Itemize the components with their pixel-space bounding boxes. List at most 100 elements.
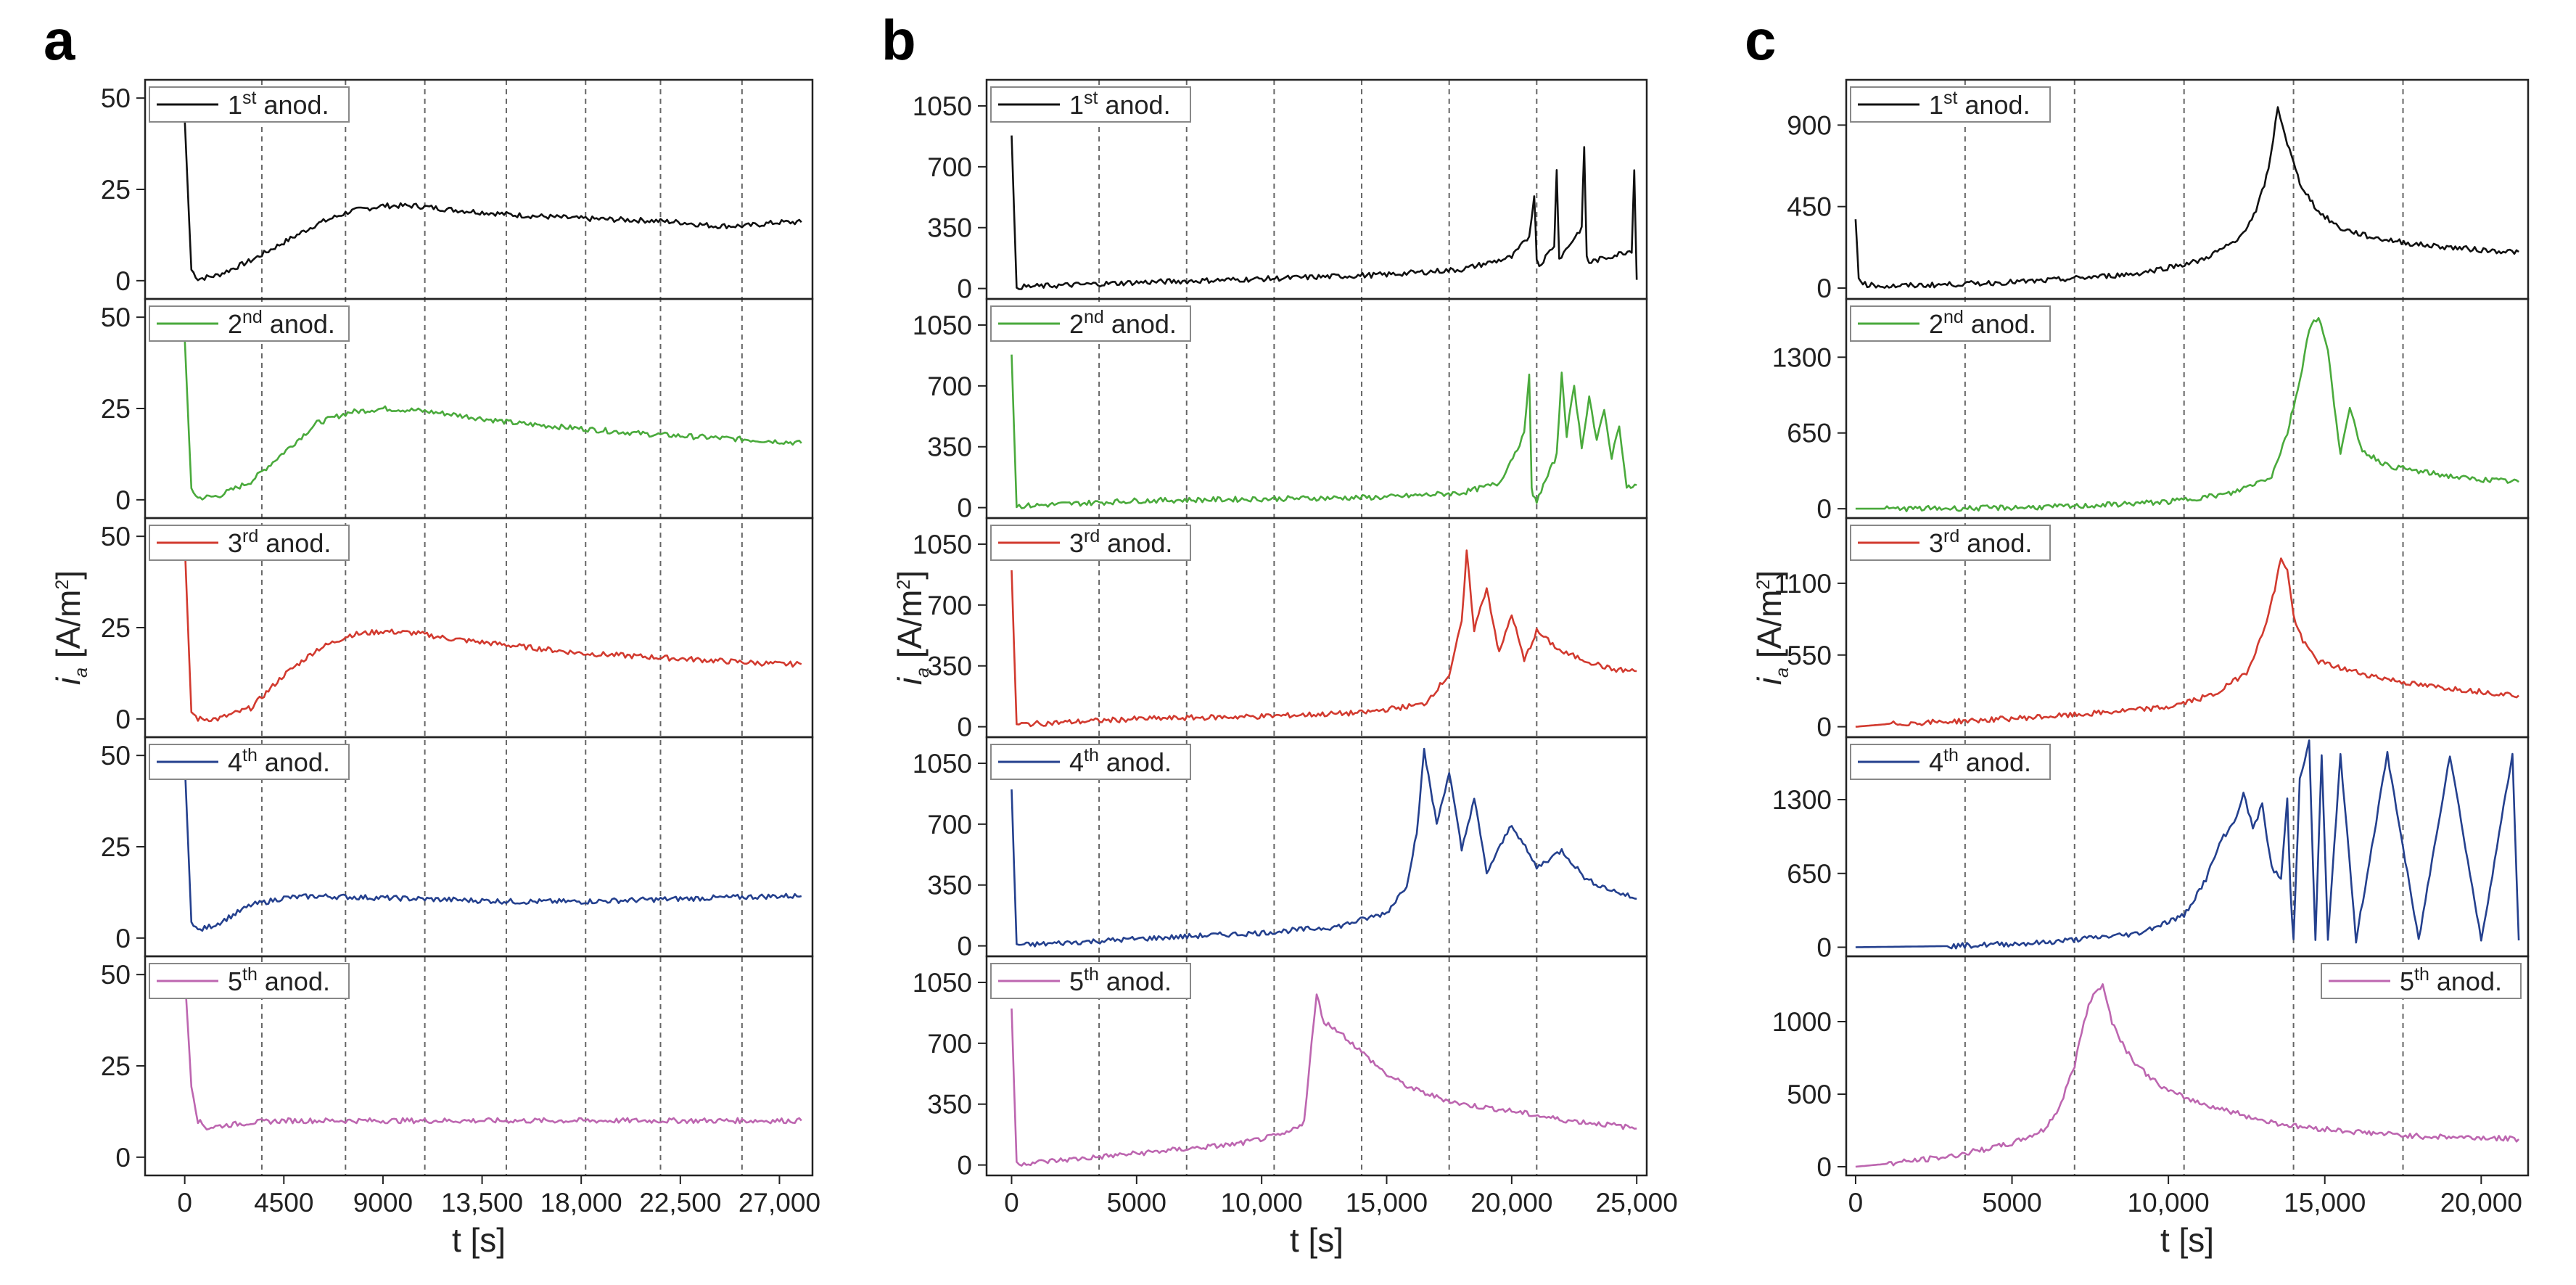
legend-ordinal-suffix: rd (1084, 526, 1100, 546)
x-tick-label: 10,000 (2128, 1188, 2210, 1218)
y-tick-label: 1050 (913, 968, 972, 998)
series-line (184, 120, 802, 282)
x-tick-label: 18,000 (540, 1188, 622, 1218)
y-tick-label: 1300 (1772, 342, 1832, 372)
legend-label-text: anod. (256, 90, 329, 120)
panel-letter-a: a (44, 8, 75, 72)
y-axis-title: ia [A/m2] (1750, 570, 1793, 685)
subplot-c-4: 0 650 1300 4th anod. (1772, 736, 2530, 962)
subplot-a-1: 0 25 50 1st anod. (101, 78, 814, 300)
legend: 3rd anod. (1850, 525, 2051, 561)
legend-label: 2nd anod. (1069, 307, 1177, 339)
x-tick-label: 22,500 (639, 1188, 721, 1218)
y-tick-label: 700 (927, 810, 972, 839)
y-tick-label: 0 (115, 705, 131, 734)
y-tick-label: 0 (957, 493, 972, 523)
y-tick-label: 350 (927, 213, 972, 243)
y-tick-label: 25 (101, 832, 131, 862)
legend-ordinal: 1 (228, 90, 242, 120)
legend-ordinal: 1 (1929, 90, 1943, 120)
y-axis-unit-exponent: 2 (1753, 580, 1774, 590)
legend-label: 1st anod. (228, 88, 329, 120)
y-axis-unit-exponent: 2 (894, 580, 914, 590)
y-tick-label: 700 (927, 371, 972, 401)
legend-label-text: anod. (1099, 747, 1172, 777)
legend-label: 2nd anod. (1929, 307, 2036, 339)
series-line (1011, 747, 1637, 948)
series-line (1011, 135, 1638, 290)
y-tick-label: 700 (927, 1029, 972, 1059)
legend-ordinal-suffix: nd (242, 307, 263, 327)
x-tick-label: 5000 (1107, 1188, 1166, 1218)
legend: 2nd anod. (1850, 305, 2051, 342)
subplot-a-4: 0 25 50 4th anod. (101, 736, 814, 958)
legend-ordinal: 3 (1069, 528, 1084, 558)
legend-label-text: anod. (258, 528, 331, 558)
legend-ordinal: 5 (2400, 966, 2414, 996)
y-tick-label: 500 (1787, 1080, 1832, 1109)
y-axis-unit: [A/m (1750, 590, 1788, 668)
y-tick-label: 0 (957, 713, 972, 742)
legend: 5th anod. (990, 963, 1191, 999)
x-tick-label: 15,000 (1346, 1188, 1428, 1218)
legend-ordinal: 3 (1929, 528, 1943, 558)
y-axis-unit-close: ] (1750, 570, 1788, 580)
legend-ordinal: 5 (1069, 966, 1084, 996)
legend-label: 3rd anod. (1069, 526, 1172, 558)
legend-label: 3rd anod. (228, 526, 331, 558)
y-tick-label: 0 (115, 1143, 131, 1173)
y-tick-label: 25 (101, 175, 131, 205)
y-tick-label: 1050 (913, 91, 972, 121)
x-axis-title: t [s] (2160, 1221, 2214, 1259)
subplot-c-5: 0 500 1000 5th anod. (1772, 955, 2530, 1182)
legend: 2nd anod. (990, 305, 1191, 342)
legend-ordinal-suffix: rd (242, 526, 258, 546)
y-tick-label: 0 (1816, 494, 1832, 524)
y-tick-label: 50 (101, 83, 131, 113)
y-axis-subscript: a (71, 668, 91, 678)
y-tick-label: 0 (115, 266, 131, 296)
legend-ordinal: 3 (228, 528, 242, 558)
legend-label: 2nd anod. (228, 307, 335, 339)
legend: 4th anod. (990, 744, 1191, 780)
x-tick-label: 4500 (254, 1188, 313, 1218)
y-tick-label: 0 (1816, 274, 1832, 303)
x-tick-label: 0 (177, 1188, 192, 1218)
legend-label-text: anod. (1104, 309, 1177, 339)
series-line (1011, 993, 1637, 1167)
legend-ordinal-suffix: st (242, 88, 257, 108)
x-tick-label: 20,000 (1470, 1188, 1552, 1218)
y-axis-unit-close: ] (49, 570, 87, 580)
y-tick-label: 700 (927, 591, 972, 620)
legend: 5th anod. (149, 963, 350, 999)
legend-label: 4th anod. (228, 745, 330, 777)
legend-label-text: anod. (258, 747, 330, 777)
y-tick-label: 650 (1787, 419, 1832, 448)
y-tick-label: 0 (1816, 1152, 1832, 1182)
series-line (1855, 317, 2519, 512)
y-tick-label: 0 (115, 485, 131, 515)
y-tick-label: 50 (101, 960, 131, 990)
legend-label: 1st anod. (1929, 88, 2030, 120)
y-axis-symbol: i (49, 676, 87, 685)
legend-label: 4th anod. (1069, 745, 1172, 777)
legend-ordinal-suffix: th (242, 745, 258, 765)
y-tick-label: 1100 (1774, 569, 1832, 599)
series-line (1855, 739, 2520, 950)
y-tick-label: 550 (1787, 641, 1832, 670)
legend-ordinal-suffix: rd (1943, 526, 1959, 546)
legend-label-text: anod. (1957, 90, 2030, 120)
x-tick-label: 13,500 (441, 1188, 523, 1218)
x-tick-label: 0 (1848, 1188, 1864, 1218)
y-axis-title: ia [A/m2] (49, 570, 91, 685)
legend-label: 4th anod. (1929, 745, 2031, 777)
legend-label-text: anod. (2429, 966, 2502, 996)
x-tick-label: 9000 (353, 1188, 413, 1218)
y-tick-label: 650 (1787, 859, 1832, 889)
y-tick-label: 350 (927, 652, 972, 681)
series-line (1855, 557, 2519, 728)
